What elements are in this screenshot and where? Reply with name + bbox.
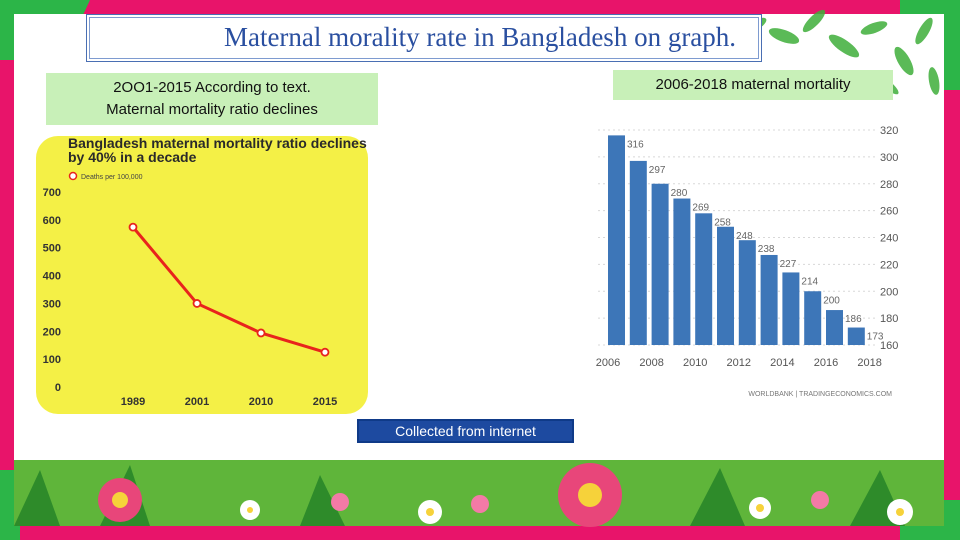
bar-data-label: 200 [823,295,840,306]
x-tick-label: 2010 [683,357,707,369]
left-chart-label: 2OO1-2015 According to text. Maternal mo… [46,73,378,125]
data-point [320,347,330,357]
x-tick-label: 2016 [814,357,838,369]
y-tick-label: 200 [880,286,898,298]
y-tick-label: 260 [880,206,898,218]
x-tick-label: 2015 [313,396,337,408]
bar-data-label: 269 [692,203,709,214]
data-point [128,222,138,232]
y-tick-label: 300 [880,152,898,164]
bar-data-label: 214 [801,276,818,287]
right-chart-label: 2006-2018 maternal mortality [613,70,893,100]
line-chart-title-line2: by 40% in a decade [68,149,197,165]
bar [608,135,625,345]
source-caption: Collected from internet [357,419,574,443]
x-tick-label: 2014 [770,357,794,369]
y-tick-label: 600 [43,215,61,227]
data-point [256,328,266,338]
flower-border-decoration [14,460,944,527]
source-label: WORLDBANK | TRADINGECONOMICS.COM [748,391,892,398]
y-tick-label: 160 [880,340,898,352]
bar [782,272,800,345]
x-tick-label: 2006 [596,357,620,369]
series-line [131,226,326,354]
x-tick-label: 2018 [857,357,881,369]
line-chart: Bangladesh maternal mortality ratio decl… [36,136,368,414]
bar [717,226,734,345]
y-tick-label: 240 [880,233,898,245]
bar [760,254,778,345]
title-box [86,14,762,62]
y-tick-label: 700 [43,187,61,199]
bar [673,198,691,345]
bar [738,240,756,345]
bar [826,310,843,345]
bar [651,183,669,345]
bar-data-label: 258 [714,217,731,228]
bar-data-label: 186 [845,314,862,325]
bar-data-label: 238 [758,244,775,255]
line-chart-background [36,136,368,414]
bar-data-label: 280 [671,188,688,199]
legend-marker [68,171,78,181]
bar-data-label: 297 [649,165,666,176]
y-tick-label: 320 [880,125,898,137]
left-chart-label-line2: Maternal mortality ratio declines [106,101,318,118]
x-tick-label: 2012 [727,357,751,369]
title-box-inner-border [89,17,759,59]
y-tick-label: 280 [880,179,898,191]
bar-data-label: 173 [867,332,884,343]
y-tick-label: 220 [880,259,898,271]
bar [847,327,865,345]
y-tick-label: 500 [43,243,61,255]
bar-data-label: 248 [736,231,753,242]
y-tick-label: 300 [43,298,61,310]
bar [804,291,822,345]
bar-data-label: 316 [627,139,644,150]
slide-title: Maternal morality rate in Bangladesh on … [223,22,737,52]
y-tick-label: 400 [43,271,61,283]
x-tick-label: 2001 [185,396,209,408]
y-tick-label: 180 [880,313,898,325]
x-tick-label: 2008 [639,357,663,369]
line-chart-title-line1: Bangladesh maternal mortality ratio decl… [68,136,367,151]
bar-chart: 160 180 200 220 240 260 280 300 320 316 297 280 269 2… [596,125,899,398]
data-point [192,299,202,308]
bar-data-label: 227 [780,259,797,270]
x-tick-label: 1989 [121,396,145,408]
left-chart-label-line1: 2OO1-2015 According to text. [113,79,311,96]
bar [629,160,647,345]
legend-label: Deaths per 100,000 [81,174,143,181]
x-tick-label: 2010 [249,396,273,408]
bar [695,213,713,345]
y-tick-label: 200 [43,326,61,338]
y-tick-label: 100 [43,354,61,366]
y-tick-label: 0 [55,382,61,394]
